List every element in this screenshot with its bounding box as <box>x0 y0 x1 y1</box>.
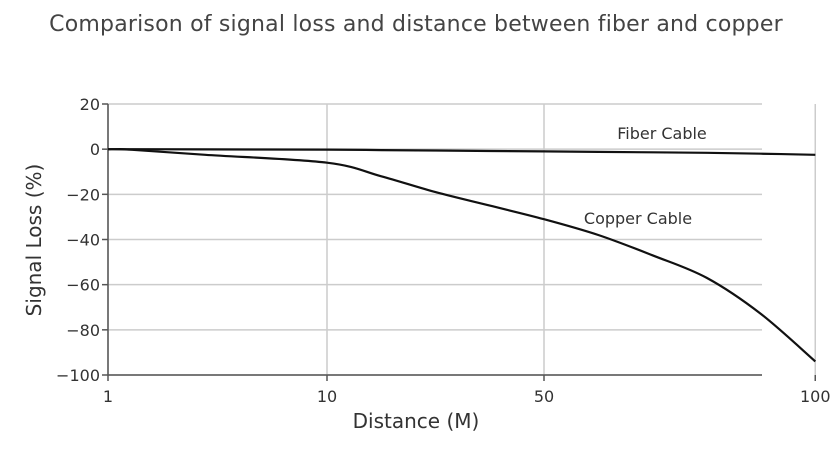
series-line-fiber-cable <box>108 149 815 155</box>
grid <box>108 104 815 375</box>
x-tick-label: 50 <box>534 387 554 406</box>
series-label-fiber-cable: Fiber Cable <box>617 124 707 143</box>
y-tick-label: −60 <box>66 276 100 295</box>
x-tick-label: 1 <box>103 387 113 406</box>
x-tick-labels: 1 10 50 100 <box>103 387 831 406</box>
plot-frame <box>102 104 815 381</box>
y-tick-label: −80 <box>66 321 100 340</box>
y-tick-label: −100 <box>56 366 100 385</box>
series-labels: Fiber Cable Copper Cable <box>584 124 707 228</box>
y-axis-label: Signal Loss (%) <box>22 164 46 317</box>
y-tick-label: −20 <box>66 185 100 204</box>
x-tick-label: 100 <box>800 387 831 406</box>
y-tick-labels: 20 0 −20 −40 −60 −80 −100 <box>56 95 100 385</box>
y-tick-label: 0 <box>90 140 100 159</box>
x-tick-label: 10 <box>317 387 337 406</box>
series-label-copper-cable: Copper Cable <box>584 209 692 228</box>
y-tick-label: 20 <box>80 95 100 114</box>
y-tick-label: −40 <box>66 231 100 250</box>
x-axis-label: Distance (M) <box>353 409 480 433</box>
